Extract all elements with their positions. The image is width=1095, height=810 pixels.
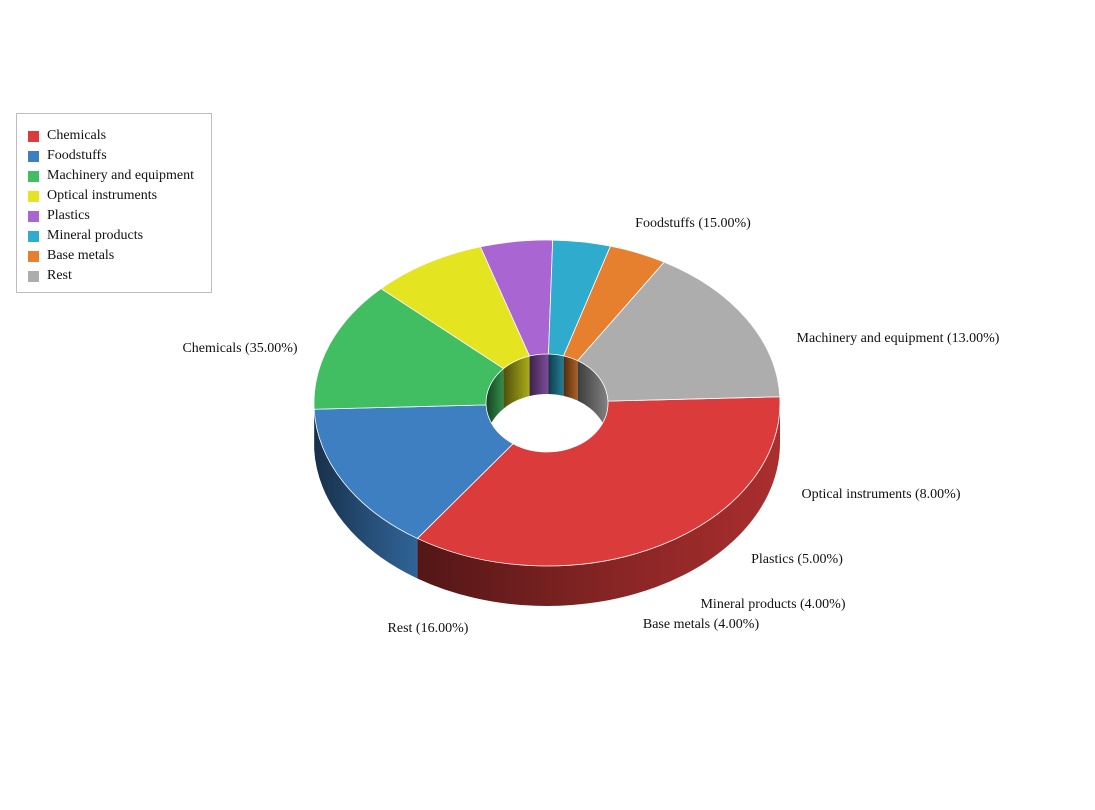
legend-item-foodstuffs[interactable]: Foodstuffs	[28, 146, 211, 166]
legend-item-rest[interactable]: Rest	[28, 266, 211, 286]
chart-legend: Chemicals Foodstuffs Machinery and equip…	[16, 113, 212, 293]
data-label-base-metals: Base metals (4.00%)	[643, 617, 760, 632]
slice-inner-wall-base-metals	[564, 356, 578, 401]
legend-label: Machinery and equipment	[47, 168, 194, 184]
legend-item-machinery[interactable]: Machinery and equipment	[28, 166, 211, 186]
slice-inner-wall-mineral-products	[548, 354, 563, 396]
data-label-chemicals: Chemicals (35.00%)	[182, 341, 297, 356]
legend-item-plastics[interactable]: Plastics	[28, 206, 211, 226]
legend-label: Mineral products	[47, 228, 143, 244]
legend-swatch	[28, 211, 39, 222]
data-label-machinery-and-equipment: Machinery and equipment (13.00%)	[797, 331, 1000, 346]
data-label-mineral-products: Mineral products (4.00%)	[700, 597, 845, 612]
legend-item-chemicals[interactable]: Chemicals	[28, 126, 211, 146]
legend-label: Base metals	[47, 248, 114, 264]
legend-label: Optical instruments	[47, 188, 157, 204]
data-label-foodstuffs: Foodstuffs (15.00%)	[635, 216, 751, 231]
legend-label: Rest	[47, 268, 72, 284]
slice-inner-wall-plastics	[530, 354, 549, 396]
legend-label: Plastics	[47, 208, 90, 224]
legend-swatch	[28, 131, 39, 142]
legend-item-base-metals[interactable]: Base metals	[28, 246, 211, 266]
legend-swatch	[28, 271, 39, 282]
legend-item-optical[interactable]: Optical instruments	[28, 186, 211, 206]
legend-item-mineral[interactable]: Mineral products	[28, 226, 211, 246]
data-label-plastics: Plastics (5.00%)	[751, 552, 843, 567]
legend-swatch	[28, 251, 39, 262]
legend-swatch	[28, 191, 39, 202]
data-label-optical-instruments: Optical instruments (8.00%)	[801, 487, 960, 502]
data-label-rest: Rest (16.00%)	[388, 621, 469, 636]
legend-swatch	[28, 231, 39, 242]
legend-swatch	[28, 151, 39, 162]
legend-label: Chemicals	[47, 128, 106, 144]
legend-label: Foodstuffs	[47, 148, 107, 164]
legend-swatch	[28, 171, 39, 182]
